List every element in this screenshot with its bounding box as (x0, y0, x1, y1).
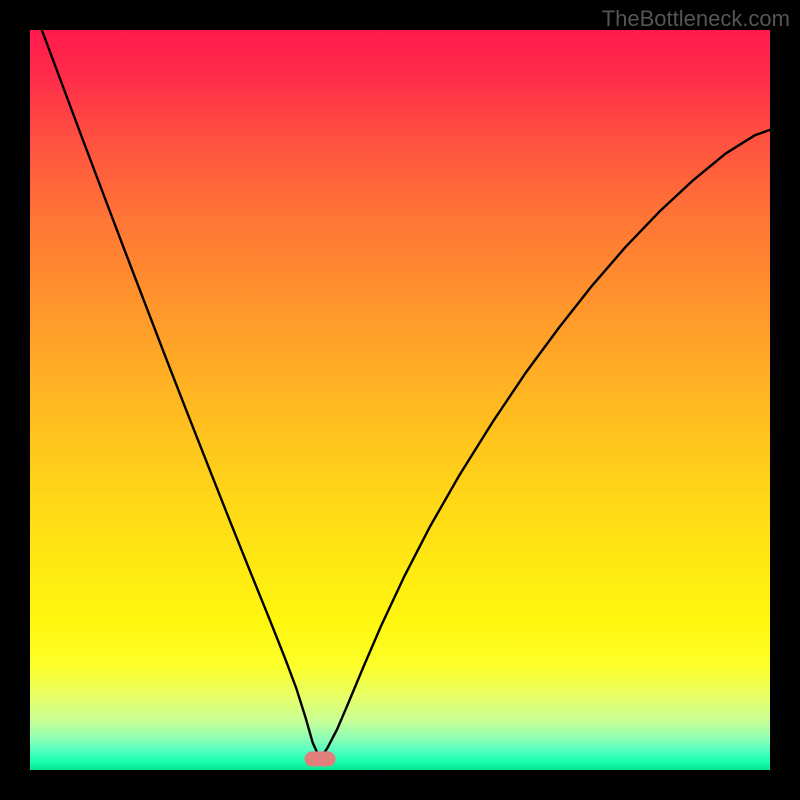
watermark-label: TheBottleneck.com (602, 6, 790, 32)
minimum-marker (305, 752, 335, 766)
bottleneck-chart (30, 30, 770, 770)
plot-area (30, 30, 770, 770)
chart-container: TheBottleneck.com (0, 0, 800, 800)
gradient-background (30, 30, 770, 770)
